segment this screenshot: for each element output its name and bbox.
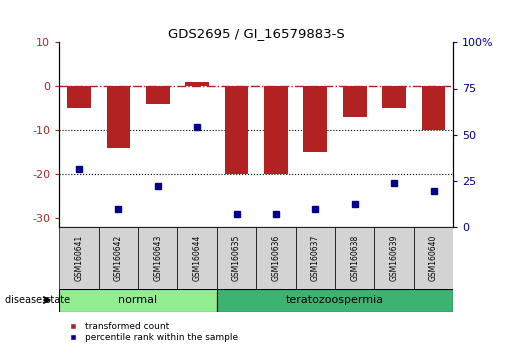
Text: GSM160637: GSM160637 xyxy=(311,234,320,281)
Text: GSM160641: GSM160641 xyxy=(75,234,83,281)
Bar xyxy=(335,227,374,289)
Bar xyxy=(67,86,91,108)
Bar xyxy=(343,86,367,117)
Bar xyxy=(414,227,453,289)
Bar xyxy=(107,86,130,148)
Bar xyxy=(422,86,445,130)
Title: GDS2695 / GI_16579883-S: GDS2695 / GI_16579883-S xyxy=(168,27,345,40)
Bar xyxy=(225,86,248,174)
Text: normal: normal xyxy=(118,295,158,305)
Text: teratozoospermia: teratozoospermia xyxy=(286,295,384,305)
Bar xyxy=(146,86,169,104)
Bar xyxy=(217,227,256,289)
Text: GSM160644: GSM160644 xyxy=(193,234,201,281)
Bar xyxy=(374,227,414,289)
Bar xyxy=(185,82,209,86)
Text: GSM160636: GSM160636 xyxy=(271,234,280,281)
Bar xyxy=(303,86,327,152)
Bar xyxy=(382,86,406,108)
Bar xyxy=(264,86,288,174)
Text: GSM160635: GSM160635 xyxy=(232,234,241,281)
Bar xyxy=(59,227,99,289)
Bar xyxy=(177,227,217,289)
Bar xyxy=(59,289,217,312)
Text: GSM160642: GSM160642 xyxy=(114,234,123,281)
Bar xyxy=(138,227,177,289)
Text: GSM160640: GSM160640 xyxy=(429,234,438,281)
Text: GSM160638: GSM160638 xyxy=(350,234,359,281)
Bar xyxy=(296,227,335,289)
Text: GSM160643: GSM160643 xyxy=(153,234,162,281)
Bar xyxy=(217,289,453,312)
Text: GSM160639: GSM160639 xyxy=(390,234,399,281)
Text: disease state: disease state xyxy=(5,295,70,305)
Bar xyxy=(256,227,296,289)
Bar xyxy=(99,227,138,289)
Legend: transformed count, percentile rank within the sample: transformed count, percentile rank withi… xyxy=(64,322,237,342)
